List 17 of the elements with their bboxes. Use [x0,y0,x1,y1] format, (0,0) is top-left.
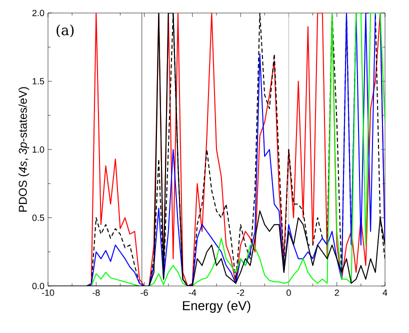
x-tick-label: -2 [236,290,244,296]
x-tick-label: -4 [188,290,196,296]
y-tick-label: 0.0 [32,282,44,290]
x-tick-label: -8 [92,290,100,296]
y-axis-title: PDOS (4s, 3p-states/eV) [18,87,30,212]
x-tick-label: -10 [42,290,54,296]
annotation: (a) [56,24,74,38]
y-tick-label: 1.0 [32,146,44,153]
y-tick-label: 2.0 [32,10,44,16]
line-series [48,12,386,286]
x-tick-label: 0 [286,290,291,296]
x-axis-title: Energy (eV) [183,300,250,313]
y-tick-label: 0.5 [32,214,44,221]
x-tick-label: 4 [382,290,388,296]
y-tick-label: 1.5 [32,78,44,84]
x-tick-label: -6 [140,290,148,296]
x-tick-label: 2 [334,290,339,296]
